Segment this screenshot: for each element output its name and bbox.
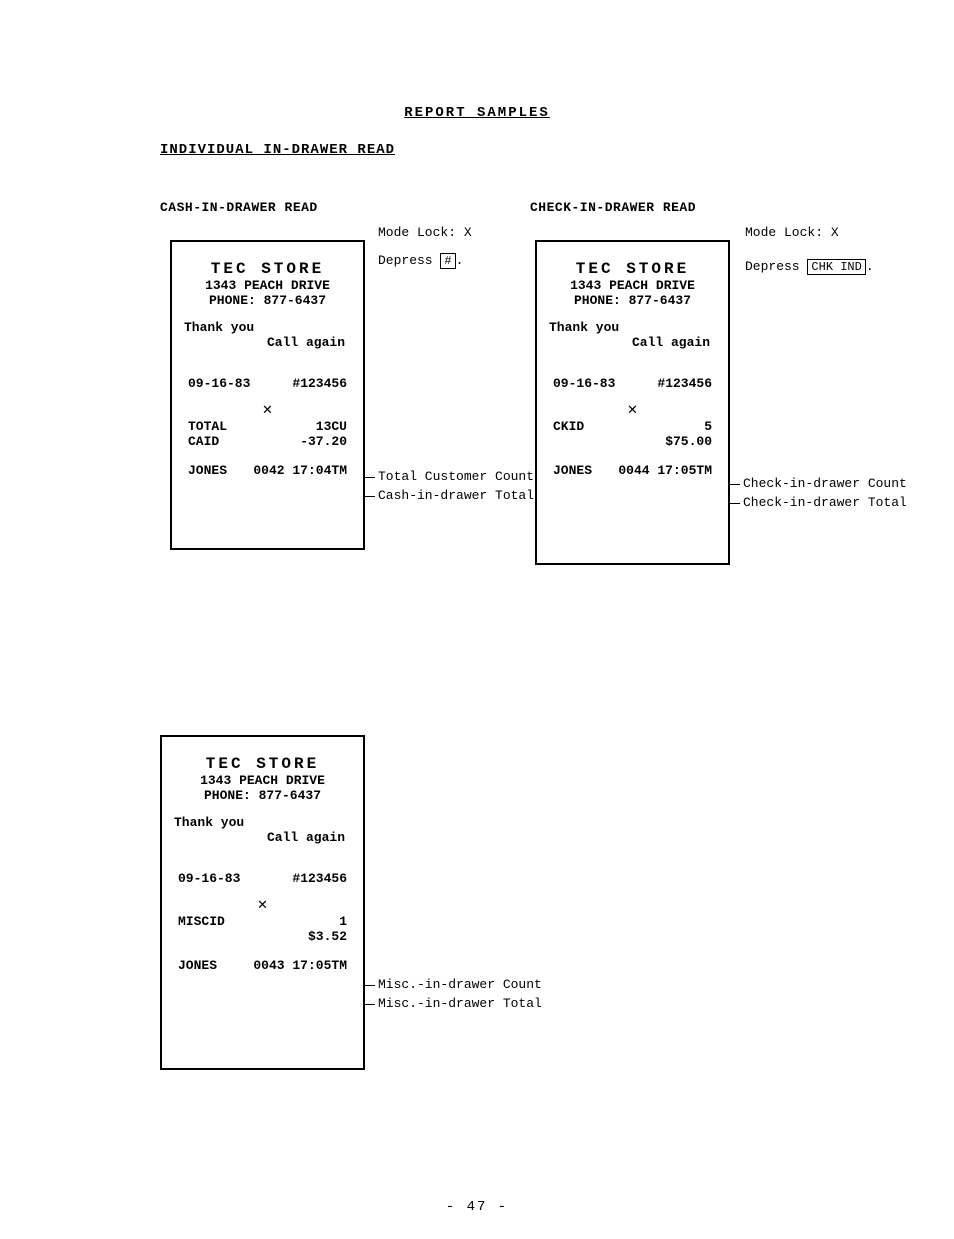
tick-line: [365, 985, 375, 986]
hash-key-icon: #: [440, 253, 455, 269]
miscid-val: 1: [339, 914, 347, 929]
caid-val: -37.20: [300, 434, 347, 449]
tick-line: [730, 503, 740, 504]
tick-line: [365, 496, 375, 497]
thank-you: Thank you: [184, 320, 351, 335]
store-addr: 1343 PEACH DRIVE: [549, 278, 716, 293]
miscid-label: MISCID: [178, 914, 225, 929]
store-addr: 1343 PEACH DRIVE: [184, 278, 351, 293]
clerk: JONES: [178, 958, 217, 973]
clerk: JONES: [188, 463, 227, 478]
txn-time: 0043 17:05TM: [253, 958, 347, 973]
date: 09-16-83: [553, 376, 615, 391]
tick-line: [730, 484, 740, 485]
depress-left: Depress #.: [378, 253, 463, 268]
x-mark-icon: ✕: [174, 894, 351, 914]
txn-time: 0042 17:04TM: [253, 463, 347, 478]
annot-misc-total: Misc.-in-drawer Total: [378, 996, 542, 1011]
miscid-total-row: $3.52: [174, 929, 351, 944]
clerk: JONES: [553, 463, 592, 478]
annot-misc-count: Misc.-in-drawer Count: [378, 977, 542, 992]
ref: #123456: [292, 871, 347, 886]
ckid-total-row: $75.00: [549, 434, 716, 449]
x-mark-icon: ✕: [184, 399, 351, 419]
check-heading: CHECK-IN-DRAWER READ: [530, 200, 696, 215]
ref: #123456: [292, 376, 347, 391]
annot-total-count: Total Customer Count: [378, 469, 534, 484]
depress-suffix: .: [456, 253, 464, 268]
store-name: TEC STORE: [549, 260, 716, 278]
section-heading: INDIVIDUAL IN-DRAWER READ: [160, 142, 395, 158]
receipt-footer: JONES 0043 17:05TM: [174, 958, 351, 973]
store-phone: PHONE: 877-6437: [174, 788, 351, 803]
call-again: Call again: [174, 830, 351, 845]
date-line: 09-16-83 #123456: [549, 376, 716, 391]
annot-cash-total: Cash-in-drawer Total: [378, 488, 534, 503]
x-mark-icon: ✕: [549, 399, 716, 419]
total-val: 13CU: [316, 419, 347, 434]
txn-time: 0044 17:05TM: [618, 463, 712, 478]
depress-suffix: .: [866, 259, 874, 274]
annot-check-total: Check-in-drawer Total: [743, 495, 907, 510]
caid-row: CAID -37.20: [184, 434, 351, 449]
annot-check-count: Check-in-drawer Count: [743, 476, 907, 491]
call-again: Call again: [184, 335, 351, 350]
check-receipt: TEC STORE 1343 PEACH DRIVE PHONE: 877-64…: [535, 240, 730, 565]
date: 09-16-83: [178, 871, 240, 886]
date-line: 09-16-83 #123456: [174, 871, 351, 886]
store-phone: PHONE: 877-6437: [549, 293, 716, 308]
store-name: TEC STORE: [174, 755, 351, 773]
store-addr: 1343 PEACH DRIVE: [174, 773, 351, 788]
thank-you: Thank you: [174, 815, 351, 830]
chk-ind-key-icon: CHK IND: [807, 259, 865, 275]
ckid-val: 5: [704, 419, 712, 434]
tick-line: [365, 477, 375, 478]
miscid-row: MISCID 1: [174, 914, 351, 929]
mode-lock-left: Mode Lock: X: [378, 225, 472, 240]
depress-right: Depress CHK IND.: [745, 259, 874, 274]
caid-label: CAID: [188, 434, 219, 449]
depress-prefix: Depress: [745, 259, 807, 274]
date-line: 09-16-83 #123456: [184, 376, 351, 391]
store-phone: PHONE: 877-6437: [184, 293, 351, 308]
ckid-total: $75.00: [665, 434, 712, 449]
miscid-total: $3.52: [308, 929, 347, 944]
call-again: Call again: [549, 335, 716, 350]
ckid-row: CKID 5: [549, 419, 716, 434]
mode-lock-right: Mode Lock: X: [745, 225, 839, 240]
page-number: - 47 -: [0, 1199, 954, 1215]
receipt-footer: JONES 0044 17:05TM: [549, 463, 716, 478]
misc-receipt: TEC STORE 1343 PEACH DRIVE PHONE: 877-64…: [160, 735, 365, 1070]
total-label: TOTAL: [188, 419, 227, 434]
receipt-footer: JONES 0042 17:04TM: [184, 463, 351, 478]
ref: #123456: [657, 376, 712, 391]
tick-line: [365, 1004, 375, 1005]
cash-heading: CASH-IN-DRAWER READ: [160, 200, 318, 215]
page-title: REPORT SAMPLES: [0, 105, 954, 121]
ckid-label: CKID: [553, 419, 584, 434]
thank-you: Thank you: [549, 320, 716, 335]
cash-receipt: TEC STORE 1343 PEACH DRIVE PHONE: 877-64…: [170, 240, 365, 550]
store-name: TEC STORE: [184, 260, 351, 278]
total-row: TOTAL 13CU: [184, 419, 351, 434]
depress-prefix: Depress: [378, 253, 440, 268]
date: 09-16-83: [188, 376, 250, 391]
